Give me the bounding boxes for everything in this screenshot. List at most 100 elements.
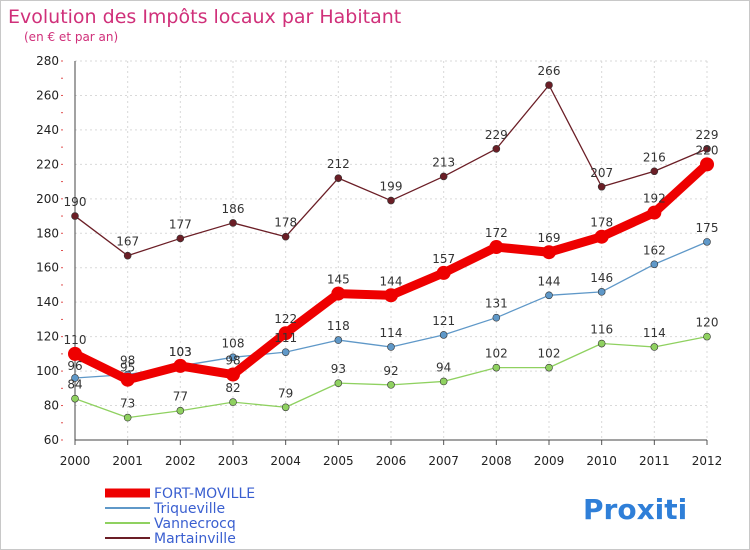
data-point xyxy=(229,398,237,406)
series-martainville xyxy=(71,81,711,260)
data-label: 96 xyxy=(67,359,82,373)
data-point xyxy=(334,379,343,387)
data-label: 84 xyxy=(67,378,82,392)
data-label: 94 xyxy=(436,360,451,374)
data-point xyxy=(334,174,343,182)
data-label: 178 xyxy=(590,216,613,230)
x-tick-label: 2008 xyxy=(481,454,512,468)
y-tick-label: 220 xyxy=(36,157,59,171)
data-point xyxy=(331,286,346,301)
chart-subtitle: (en € et par an) xyxy=(24,30,118,44)
data-point xyxy=(387,196,395,205)
data-point xyxy=(229,353,237,362)
data-point xyxy=(71,394,79,403)
data-label: 199 xyxy=(380,180,403,194)
data-label: 162 xyxy=(643,243,666,257)
data-label: 229 xyxy=(485,128,508,142)
data-label: 120 xyxy=(696,316,719,330)
data-point xyxy=(597,182,606,191)
data-label: 266 xyxy=(538,64,561,78)
data-point xyxy=(650,343,659,351)
data-point xyxy=(545,81,553,89)
data-point xyxy=(594,229,609,244)
data-label: 121 xyxy=(432,314,455,328)
data-point xyxy=(71,212,79,220)
data-label: 216 xyxy=(643,150,666,164)
data-label: 177 xyxy=(169,217,192,231)
data-point xyxy=(492,363,501,372)
data-label: 116 xyxy=(590,323,613,337)
data-label: 114 xyxy=(380,326,403,340)
data-label: 103 xyxy=(169,345,192,359)
series-fort-moville xyxy=(68,157,714,387)
y-tick-label: 240 xyxy=(36,123,59,137)
data-label: 131 xyxy=(485,297,508,311)
data-label: 167 xyxy=(116,235,139,249)
data-label: 144 xyxy=(538,274,561,288)
data-label: 220 xyxy=(696,143,719,157)
data-label: 144 xyxy=(380,274,403,288)
data-label: 122 xyxy=(274,312,297,326)
x-tick-label: 2004 xyxy=(270,454,301,468)
data-label: 169 xyxy=(538,231,561,245)
series-layer xyxy=(68,81,714,422)
x-tick-label: 2011 xyxy=(639,454,670,468)
data-label: 178 xyxy=(274,216,297,230)
data-point xyxy=(542,245,556,260)
y-tick-label: 80 xyxy=(44,399,59,413)
data-label: 213 xyxy=(432,155,455,169)
proxiti-logo: Proxiti xyxy=(583,493,687,526)
data-point xyxy=(545,363,553,372)
data-point xyxy=(703,238,711,246)
y-tick-label: 120 xyxy=(36,330,59,344)
data-point xyxy=(597,339,606,348)
data-point xyxy=(120,372,135,387)
legend-label: FORT-MOVILLE xyxy=(154,486,255,502)
data-point xyxy=(68,346,82,361)
data-label: 108 xyxy=(222,336,245,350)
data-point xyxy=(700,157,714,172)
logo-text: Proxiti xyxy=(583,493,687,526)
data-point xyxy=(650,167,659,176)
data-label: 145 xyxy=(327,273,350,287)
data-label: 212 xyxy=(327,157,350,171)
data-label: 192 xyxy=(643,192,666,206)
data-point xyxy=(439,172,448,181)
data-label: 172 xyxy=(485,226,508,240)
x-tick-label: 2001 xyxy=(112,454,143,468)
legend-label: Martainville xyxy=(154,531,236,547)
data-point xyxy=(439,377,448,386)
data-label: 190 xyxy=(64,195,87,209)
axes: 60 80 100 120 140 160 180 200 220 240 260 280 2000 20… xyxy=(36,54,722,468)
x-tick-label: 2007 xyxy=(428,454,459,468)
data-label: 111 xyxy=(274,331,297,345)
data-labels: 110 95 103 98 122 145 144 157 172 169 178 192 220 96 9… xyxy=(64,64,719,410)
data-label: 103 xyxy=(169,345,192,359)
y-tick-label: 260 xyxy=(36,88,59,102)
data-label: 93 xyxy=(331,362,346,376)
data-point xyxy=(229,219,237,227)
x-tick-label: 2006 xyxy=(376,454,407,468)
data-point xyxy=(492,313,501,322)
data-point xyxy=(489,240,504,255)
y-tick-label: 100 xyxy=(36,364,59,378)
data-point xyxy=(703,332,711,341)
data-point xyxy=(173,358,188,373)
data-label: 98 xyxy=(120,354,135,368)
data-label: 92 xyxy=(383,364,398,378)
y-tick-label: 140 xyxy=(36,295,59,309)
data-label: 118 xyxy=(327,319,350,333)
y-tick-label: 280 xyxy=(36,54,59,68)
x-tick-label: 2003 xyxy=(218,454,249,468)
data-label: 102 xyxy=(538,347,561,361)
x-tick-label: 2012 xyxy=(692,454,723,468)
data-point xyxy=(647,205,662,220)
data-point xyxy=(71,374,79,382)
data-point xyxy=(281,232,290,241)
data-label: 207 xyxy=(590,166,613,180)
data-label: 98 xyxy=(225,354,240,368)
data-label: 229 xyxy=(696,128,719,142)
x-tick-label: 2010 xyxy=(586,454,617,468)
